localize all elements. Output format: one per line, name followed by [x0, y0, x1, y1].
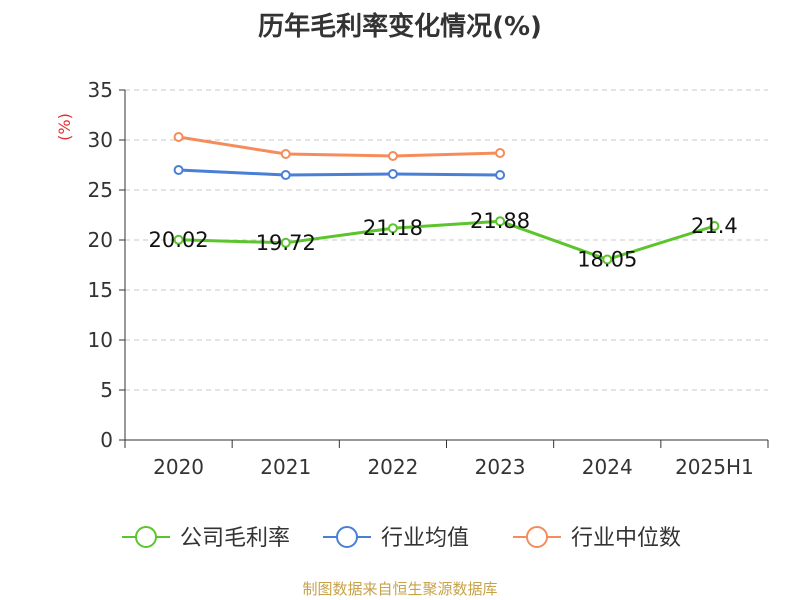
source-footer: 制图数据来自恒生聚源数据库 — [302, 580, 498, 598]
y-tick-label: 10 — [88, 328, 113, 352]
legend-label: 行业均值 — [381, 526, 469, 551]
data-point — [173, 234, 184, 245]
data-label: 21.18 — [363, 216, 423, 240]
data-point — [387, 169, 398, 179]
data-point — [280, 149, 291, 159]
data-point — [495, 216, 506, 227]
data-point — [709, 221, 720, 231]
x-tick-label: 2022 — [367, 455, 418, 479]
y-tick-label: 15 — [88, 278, 113, 302]
series-lines — [173, 132, 720, 265]
legend-marker — [135, 526, 157, 548]
x-tick-label: 2021 — [260, 455, 311, 479]
data-point — [495, 148, 506, 158]
legend-item-1[interactable]: 行业均值 — [323, 526, 469, 551]
data-label: 20.02 — [149, 228, 209, 252]
y-tick-label: 5 — [100, 378, 113, 402]
legend-marker — [526, 526, 548, 548]
y-tick-label: 30 — [88, 128, 113, 152]
y-tick-label: 35 — [88, 78, 113, 102]
legend[interactable]: 公司毛利率 行业均值 行业中位数 — [122, 526, 681, 551]
data-label: 19.72 — [256, 231, 316, 255]
y-tick-label: 25 — [88, 178, 113, 202]
x-tick-label: 2025H1 — [675, 455, 754, 479]
x-tick-label: 2024 — [582, 455, 633, 479]
data-point — [173, 132, 184, 142]
legend-item-0[interactable]: 公司毛利率 — [122, 526, 290, 551]
data-label: 21.4 — [691, 214, 738, 238]
data-point — [495, 170, 506, 180]
series-line-2 — [178, 135, 501, 158]
data-point — [280, 237, 291, 248]
data-label: 18.05 — [577, 248, 637, 272]
series-line-0 — [178, 219, 715, 261]
data-point — [280, 170, 291, 180]
y-axis-label: (%) — [55, 113, 74, 141]
x-tick-label: 2020 — [153, 455, 204, 479]
y-tick-label: 20 — [88, 228, 113, 252]
data-labels: 20.02 19.72 21.18 21.88 18.05 21.4 — [149, 209, 738, 271]
chart-title: 历年毛利率变化情况(%) — [258, 12, 542, 42]
legend-label: 行业中位数 — [571, 526, 681, 551]
data-point — [387, 223, 398, 234]
legend-item-2[interactable]: 行业中位数 — [513, 526, 681, 551]
legend-marker — [336, 526, 358, 548]
data-point — [173, 165, 184, 175]
legend-label: 公司毛利率 — [180, 526, 290, 551]
data-point — [602, 254, 613, 265]
y-tick-label: 0 — [100, 428, 113, 452]
grid-lines — [125, 89, 768, 391]
axes: 0 5 10 15 20 25 30 35 2020 2021 2022 2023 2024 2025H1… — [55, 78, 769, 479]
x-tick-label: 2023 — [475, 455, 526, 479]
series-line-1 — [178, 168, 501, 177]
data-label: 21.88 — [470, 209, 530, 233]
data-point — [387, 151, 398, 161]
